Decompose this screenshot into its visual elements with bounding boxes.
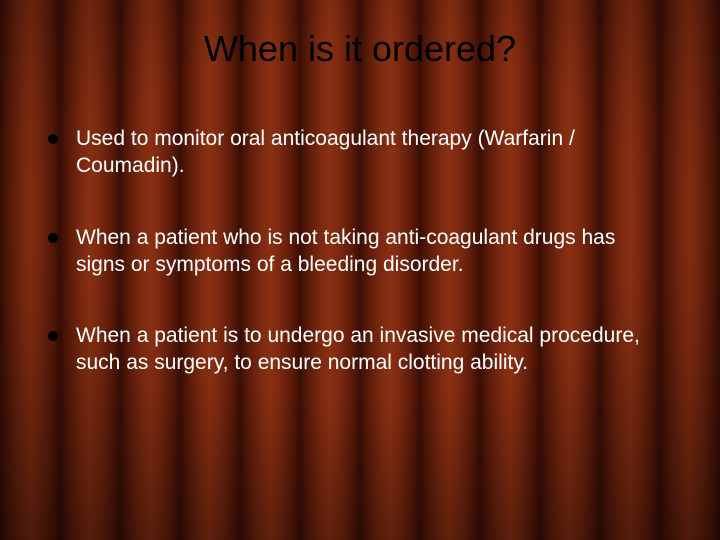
slide: When is it ordered? Used to monitor oral… [0, 0, 720, 540]
bullet-icon [48, 331, 58, 341]
bullet-icon [48, 233, 58, 243]
bullet-text: Used to monitor oral anticoagulant thera… [76, 125, 650, 180]
bullet-icon [48, 134, 58, 144]
bullet-item: Used to monitor oral anticoagulant thera… [48, 125, 650, 180]
bullet-text: When a patient who is not taking anti-co… [76, 224, 650, 279]
bullet-item: When a patient is to undergo an invasive… [48, 322, 650, 377]
slide-content: Used to monitor oral anticoagulant thera… [48, 125, 650, 421]
bullet-item: When a patient who is not taking anti-co… [48, 224, 650, 279]
bullet-text: When a patient is to undergo an invasive… [76, 322, 650, 377]
slide-title: When is it ordered? [0, 28, 720, 70]
